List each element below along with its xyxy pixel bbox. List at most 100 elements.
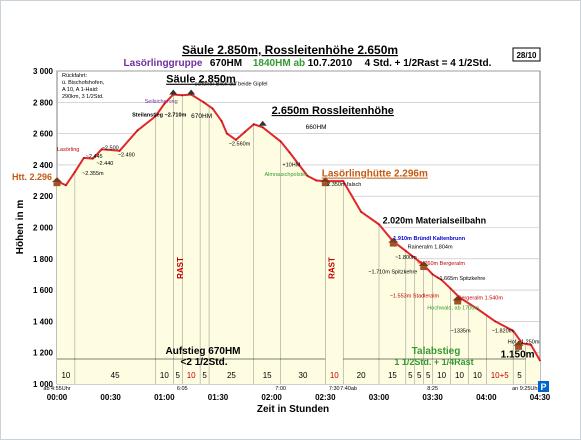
point-annotation: 1.910m Bründl Kaltenbrunn — [393, 236, 465, 242]
elevation-point — [494, 320, 497, 323]
time-mark: 7:00 — [275, 386, 286, 392]
marks-layer — [52, 89, 541, 362]
x-tick-label: 03:30 — [422, 393, 443, 402]
aufstieg-duration: <2 1/2Std. — [181, 357, 228, 368]
point-annotation: 2.350m falsch — [327, 182, 361, 188]
elevation-point — [118, 149, 121, 152]
segment-duration: 10 — [330, 371, 339, 380]
segment-duration: 10 — [437, 371, 446, 380]
segment-duration: 10+5 — [491, 371, 510, 380]
point-annotation: Seilsicherung — [145, 99, 178, 105]
segment-duration: 5 — [417, 371, 422, 380]
x-tick-label: 04:30 — [530, 393, 551, 402]
y-tick-label: 2 200 — [33, 192, 54, 201]
hut-icon — [321, 182, 329, 187]
rueckfahrt-line: Rückfahrt: — [62, 73, 88, 79]
point-annotation: ~1.760m Bergeralm — [417, 261, 466, 267]
elevation-point — [360, 210, 363, 213]
y-tick-label: 2 800 — [33, 98, 54, 107]
segment-duration: 10 — [187, 371, 196, 380]
x-tick-label: 01:00 — [154, 393, 175, 402]
time-mark: 6:05 — [177, 386, 188, 392]
segment-duration: 10 — [61, 371, 70, 380]
subtitle-start: 1840HM ab — [253, 58, 305, 69]
segment-duration: 10 — [160, 371, 169, 380]
segment-duration: 45 — [111, 371, 120, 380]
segment-duration: 25 — [227, 371, 236, 380]
elevation-point — [431, 273, 434, 276]
point-annotation: Bergeralm 1.540m — [458, 295, 504, 301]
point-annotation: ~1335m — [451, 328, 471, 334]
hut-icon — [53, 182, 61, 187]
subtitle-hm: 670HM — [210, 58, 242, 69]
elevation-point — [202, 101, 205, 104]
x-tick-label: 02:00 — [261, 393, 282, 402]
x-axis-label: Zeit in Stunden — [257, 404, 329, 415]
y-tick-label: 1 000 — [33, 380, 54, 389]
summit-marker — [169, 89, 178, 95]
segment-duration: 5 — [408, 371, 413, 380]
time-mark: ab 4:55Uhr — [43, 386, 70, 392]
point-annotation: Hof ~1.250m — [508, 339, 540, 345]
point-annotation: Raineralm 1.804m — [408, 245, 453, 251]
x-tick-label: 00:00 — [47, 393, 68, 402]
elevation-point — [261, 126, 264, 129]
subtitle-date: 10.7.2010 — [308, 58, 353, 69]
segment-duration: 10 — [473, 371, 482, 380]
x-tick-label: 00:30 — [100, 393, 121, 402]
place-label: Lasörlinghütte 2.296m — [322, 169, 428, 180]
rueckfahrt-note: Rückfahrt: ü. Bischofshofen, A 10, A 1-H… — [62, 73, 105, 100]
elevation-point — [91, 157, 94, 160]
elevation-point — [243, 131, 246, 133]
segment-duration: 10 — [455, 371, 464, 380]
elevation-point — [82, 156, 85, 159]
parking-icon — [538, 381, 549, 392]
x-tick-label: 03:00 — [369, 393, 390, 402]
elevation-point — [73, 171, 76, 173]
point-annotation: ~1.820m — [492, 328, 514, 334]
hut-icon — [389, 242, 397, 247]
elevation-area — [57, 94, 540, 384]
y-tick-label: 2 400 — [33, 161, 54, 170]
elevation-point — [404, 250, 407, 252]
elevation-point — [539, 359, 541, 362]
place-label: 2.650m Rossleitenhöhe — [272, 105, 394, 117]
chart-title: Säule 2.850m, Rossleitenhöhe 2.650m — [182, 43, 398, 57]
elevation-point — [220, 120, 223, 122]
tour-number: 28/10 — [516, 51, 537, 60]
elevation-point — [521, 342, 524, 345]
y-axis-label: Höhen in m — [15, 200, 26, 255]
hut-icon — [515, 345, 523, 350]
elevation-point — [154, 115, 157, 118]
place-label: Säule 2.850m — [166, 74, 236, 86]
hm-note: 670HM — [191, 113, 212, 120]
elevation-point — [530, 343, 532, 346]
start-elevation-label: Htt. 2.296 — [12, 172, 52, 182]
elevation-point — [181, 94, 184, 97]
point-annotation: +10HM — [282, 162, 300, 168]
hut-icon — [513, 340, 524, 346]
rueckfahrt-line: 290km, 3 1/2Std. — [62, 94, 104, 100]
elevation-point — [226, 132, 228, 135]
y-tick-label: 2 600 — [33, 130, 54, 139]
elevation-point — [136, 129, 139, 132]
point-annotation: ~2.560m — [229, 141, 251, 147]
elevation-point — [279, 140, 282, 143]
summit-marker — [187, 89, 196, 95]
time-mark: 8:25 — [427, 386, 438, 392]
segment-duration: 5 — [176, 371, 181, 380]
hut-icon — [388, 237, 399, 243]
elevation-line — [56, 93, 541, 362]
tour-number-box — [512, 47, 541, 62]
segment-duration: 15 — [263, 371, 272, 380]
hut-icon — [418, 261, 429, 267]
summit-marker — [258, 120, 267, 126]
segment-duration: 5 — [517, 371, 522, 380]
rast-label: RAST — [327, 257, 336, 279]
hut-icon — [52, 177, 62, 183]
y-tick-label: 2 000 — [33, 224, 54, 233]
elevation-point — [211, 107, 214, 110]
time-mark: an 9:25Uhr — [512, 386, 539, 392]
time-mark: 7:30 — [329, 386, 340, 392]
